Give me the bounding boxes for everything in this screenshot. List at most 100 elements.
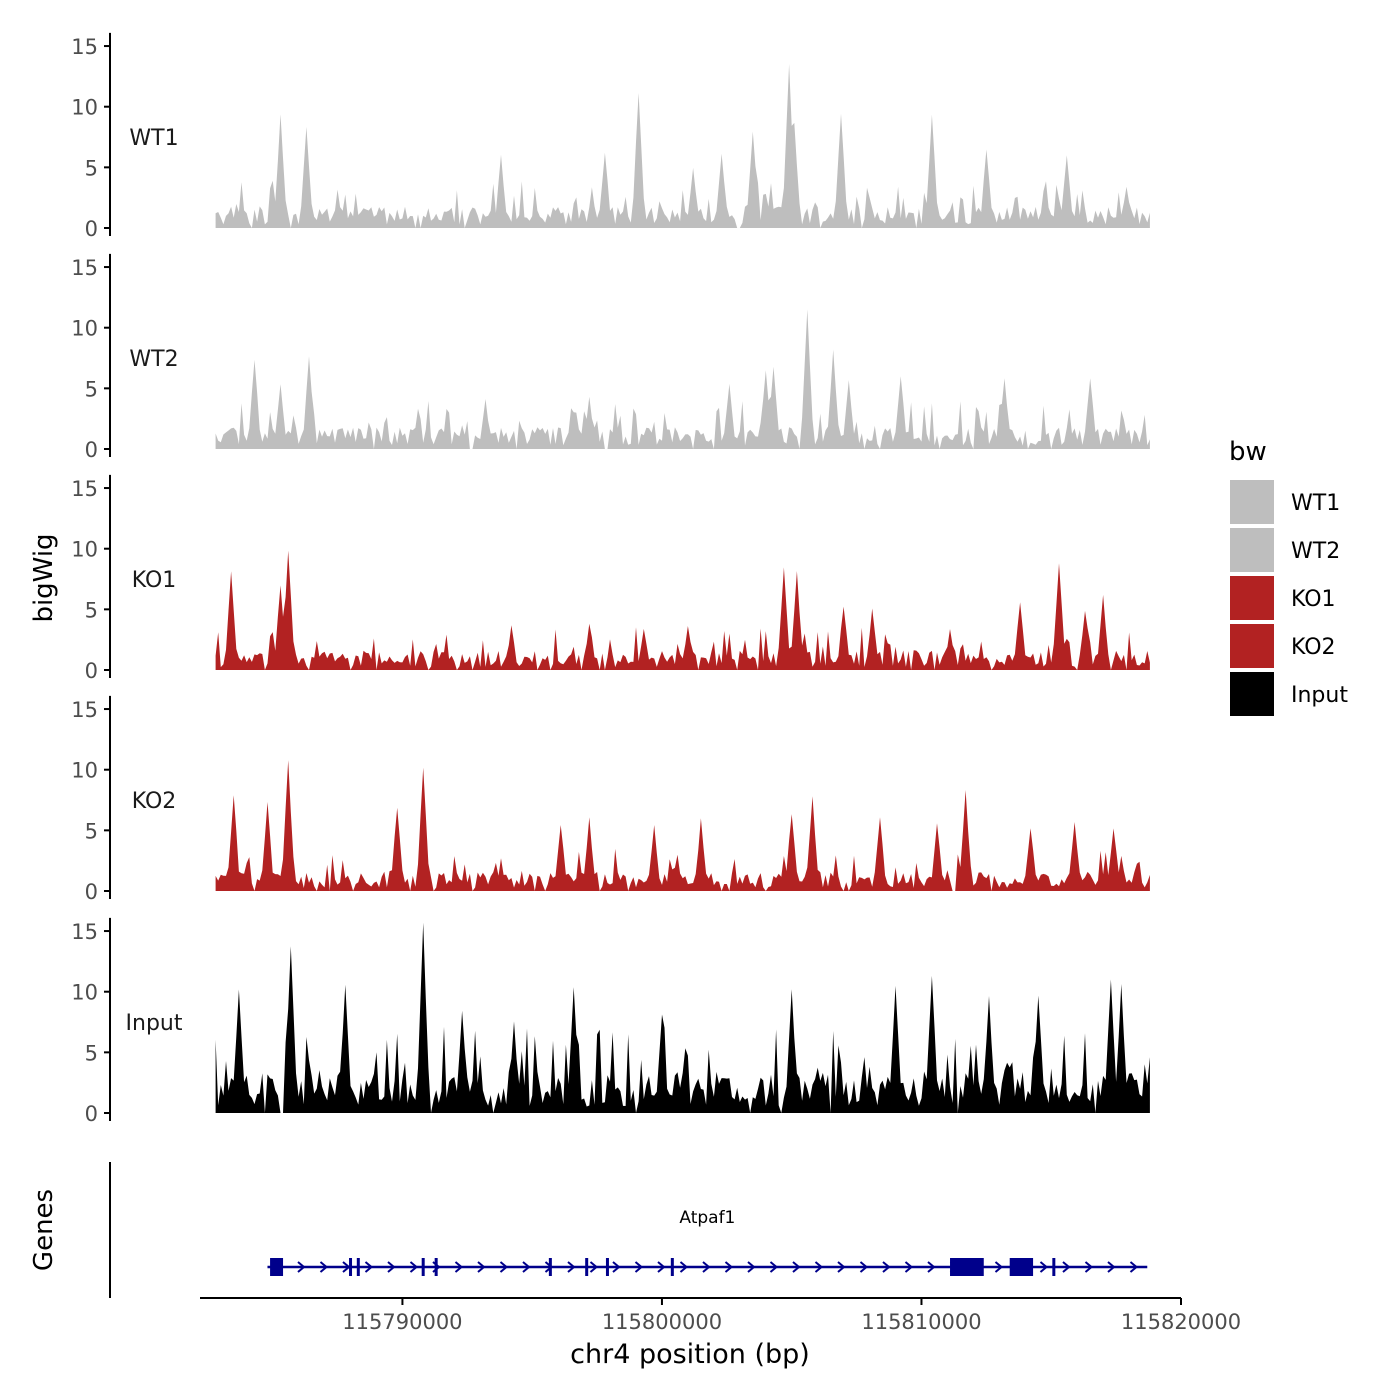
strand-arrow: [342, 1261, 351, 1273]
strand-arrow: [994, 1261, 1004, 1273]
track-ko2: 0 5 10 15 KO2: [71, 695, 1150, 904]
coverage-area-wt1: [215, 64, 1150, 228]
strand-arrow: [499, 1261, 509, 1273]
x-tick-label: 115810000: [861, 1310, 981, 1334]
y-tick-label: 5: [85, 598, 98, 622]
x-tick-label: 115820000: [1121, 1310, 1241, 1334]
gene-exon-large: [950, 1258, 984, 1276]
track-label: KO1: [132, 568, 177, 593]
strand-arrow: [927, 1261, 936, 1273]
y-tick-label: 10: [71, 981, 98, 1005]
y-tick-label: 0: [85, 880, 98, 904]
gene-body: [267, 1258, 1148, 1276]
y-tick-label: 0: [85, 659, 98, 683]
y-tick-label: 15: [71, 698, 98, 722]
gene-exon: [548, 1258, 552, 1276]
y-tick-label: 15: [71, 477, 98, 501]
strand-arrow: [837, 1261, 846, 1273]
coverage-area-input: [215, 922, 1150, 1113]
y-tick-label: 5: [85, 377, 98, 401]
strand-arrow: [1129, 1261, 1139, 1273]
strand-arrow: [522, 1261, 531, 1273]
legend-swatch: [1230, 624, 1274, 668]
track-label: KO2: [132, 789, 177, 814]
y-tick-label: 0: [85, 1102, 98, 1126]
legend-entry-ko1: KO1: [1230, 576, 1336, 620]
strand-arrow: [769, 1261, 779, 1273]
y-tick-label: 5: [85, 156, 98, 180]
strand-arrow: [1084, 1261, 1094, 1273]
strand-arrow: [814, 1261, 824, 1273]
legend-entry-wt2: WT2: [1230, 528, 1340, 572]
gene-exon: [434, 1258, 438, 1276]
strand-arrow: [747, 1261, 756, 1273]
x-ticks: 115790000 115800000 115810000 115820000: [342, 1298, 1241, 1334]
gene-exon: [585, 1258, 589, 1276]
legend-entries: WT1 WT2 KO1 KO2 Input: [1230, 480, 1348, 716]
legend-entry-input: Input: [1230, 672, 1348, 716]
track-label: Input: [126, 1011, 183, 1036]
x-axis: 115790000 115800000 115810000 115820000 chr…: [200, 1297, 1241, 1370]
y-tick-label: 15: [71, 920, 98, 944]
y-tick-label: 15: [71, 256, 98, 280]
x-tick-label: 115790000: [342, 1310, 462, 1334]
strand-arrow: [702, 1261, 711, 1273]
y-axis-title: bigWig: [29, 533, 59, 622]
coverage-area-wt2: [215, 309, 1150, 449]
strand-arrow: [319, 1261, 329, 1273]
gene-exon: [349, 1258, 353, 1276]
gene-exon: [605, 1258, 609, 1276]
strand-arrow: [589, 1261, 599, 1273]
coverage-area-ko1: [215, 550, 1150, 670]
track-panels: 0 5 10 15 WT1 0 5 10 15 WT2 0 5 10 15 KO1 0 5 10 15 KO2 0 5 10…: [71, 32, 1150, 1126]
gene-exon-large: [270, 1258, 284, 1276]
strand-arrow: [387, 1261, 396, 1273]
track-input: 0 5 10 15 Input: [71, 917, 1150, 1126]
legend-swatch: [1230, 576, 1274, 620]
legend-entry-wt1: WT1: [1230, 480, 1340, 524]
track-label: WT2: [129, 347, 178, 372]
legend-label: Input: [1291, 683, 1348, 708]
gene-track: Genes Atpaf1: [29, 1162, 1148, 1298]
strand-arrow: [567, 1261, 576, 1273]
y-tick-label: 0: [85, 438, 98, 462]
track-ko1: 0 5 10 15 KO1: [71, 474, 1150, 683]
strand-arrow: [477, 1261, 486, 1273]
gene-exon: [670, 1258, 674, 1276]
legend-label: KO2: [1291, 635, 1336, 660]
gene-name-label: Atpaf1: [679, 1208, 735, 1228]
legend-label: WT1: [1291, 491, 1340, 516]
coverage-area-ko2: [215, 760, 1150, 891]
legend-label: WT2: [1291, 539, 1340, 564]
y-tick-label: 15: [71, 35, 98, 59]
x-tick-label: 115800000: [602, 1310, 722, 1334]
gene-exon: [356, 1258, 360, 1276]
gene-exon: [421, 1258, 425, 1276]
genes-axis-title: Genes: [29, 1189, 59, 1271]
strand-arrow: [882, 1261, 891, 1273]
y-tick-label: 5: [85, 819, 98, 843]
strand-arrow: [409, 1261, 419, 1273]
legend-label: KO1: [1291, 587, 1336, 612]
track-wt1: 0 5 10 15 WT1: [71, 32, 1150, 241]
strand-arrow: [904, 1261, 914, 1273]
track-label: WT1: [129, 126, 178, 151]
legend-swatch: [1230, 672, 1274, 716]
y-tick-label: 10: [71, 317, 98, 341]
strand-arrow: [454, 1261, 464, 1273]
strand-arrow: [859, 1261, 869, 1273]
legend-swatch: [1230, 480, 1274, 524]
y-tick-label: 10: [71, 759, 98, 783]
legend: bw WT1 WT2 KO1 KO2 Input: [1229, 437, 1348, 716]
x-axis-title: chr4 position (bp): [570, 1339, 810, 1370]
strand-arrow: [364, 1261, 374, 1273]
y-tick-label: 10: [71, 538, 98, 562]
y-tick-label: 5: [85, 1041, 98, 1065]
legend-title: bw: [1229, 437, 1267, 467]
strand-arrow: [1062, 1261, 1071, 1273]
strand-arrow: [297, 1261, 306, 1273]
strand-arrow: [657, 1261, 666, 1273]
y-tick-label: 10: [71, 96, 98, 120]
track-wt2: 0 5 10 15 WT2: [71, 253, 1150, 462]
